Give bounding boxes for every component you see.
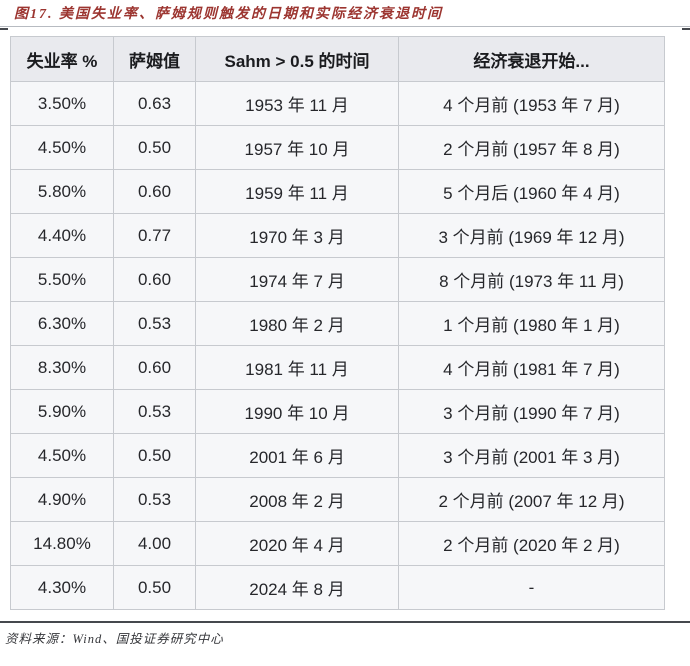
- table-cell: 4 个月前 (1953 年 7 月): [398, 81, 665, 126]
- table-cell: 2001 年 6 月: [195, 433, 399, 478]
- table-cell: 0.60: [113, 345, 196, 390]
- table-cell: 5.80%: [10, 169, 114, 214]
- table-cell: 4.30%: [10, 565, 114, 610]
- header-cell: 失业率 %: [10, 36, 114, 82]
- table-cell: 1959 年 11 月: [195, 169, 399, 214]
- table-cell: 4 个月前 (1981 年 7 月): [398, 345, 665, 390]
- title-rule: [0, 26, 690, 27]
- table-cell: 1990 年 10 月: [195, 389, 399, 434]
- table-cell: 5 个月后 (1960 年 4 月): [398, 169, 665, 214]
- table-cell: 2024 年 8 月: [195, 565, 399, 610]
- table-cell: 4.90%: [10, 477, 114, 522]
- data-table: 失业率 % 萨姆值 Sahm > 0.5 的时间 经济衰退开始... 3.50% 0.6…: [10, 36, 665, 610]
- table-cell: 3.50%: [10, 81, 114, 126]
- table-cell: 1970 年 3 月: [195, 213, 399, 258]
- table-cell: 1980 年 2 月: [195, 301, 399, 346]
- table-cell: -: [398, 565, 665, 610]
- table-cell: 1957 年 10 月: [195, 125, 399, 170]
- table-cell: 0.60: [113, 169, 196, 214]
- table-cell: 4.40%: [10, 213, 114, 258]
- table-cell: 2 个月前 (2020 年 2 月): [398, 521, 665, 566]
- table-cell: 0.60: [113, 257, 196, 302]
- table-cell: 0.53: [113, 301, 196, 346]
- table-cell: 1953 年 11 月: [195, 81, 399, 126]
- table-cell: 0.50: [113, 565, 196, 610]
- table-cell: 14.80%: [10, 521, 114, 566]
- table-cell: 3 个月前 (1969 年 12 月): [398, 213, 665, 258]
- header-cell: 经济衰退开始...: [398, 36, 665, 82]
- table-cell: 1981 年 11 月: [195, 345, 399, 390]
- table-cell: 0.53: [113, 389, 196, 434]
- table-cell: 5.50%: [10, 257, 114, 302]
- table-row: 4.30% 0.50 2024 年 8 月-: [10, 565, 665, 610]
- table-cell: 3 个月前 (2001 年 3 月): [398, 433, 665, 478]
- table-header-row: 失业率 % 萨姆值 Sahm > 0.5 的时间 经济衰退开始...: [10, 36, 665, 82]
- header-cell: Sahm > 0.5 的时间: [195, 36, 399, 82]
- table-cell: 0.50: [113, 433, 196, 478]
- table-cell: 4.00: [113, 521, 196, 566]
- table-cell: 1974 年 7 月: [195, 257, 399, 302]
- figure-title: 图17. 美国失业率、萨姆规则触发的日期和实际经济衰退时间: [14, 7, 443, 22]
- table-cell: 5.90%: [10, 389, 114, 434]
- table-cell: 2 个月前 (1957 年 8 月): [398, 125, 665, 170]
- table-cell: 4.50%: [10, 433, 114, 478]
- table-cell: 0.77: [113, 213, 196, 258]
- table-cell: 6.30%: [10, 301, 114, 346]
- source-note: 资料来源：Wind、国投证券研究中心: [5, 632, 224, 646]
- table-cell: 0.50: [113, 125, 196, 170]
- right-edge-tick: [682, 28, 690, 30]
- table-cell: 8.30%: [10, 345, 114, 390]
- table-cell: 8 个月前 (1973 年 11 月): [398, 257, 665, 302]
- header-cell: 萨姆值: [113, 36, 196, 82]
- table-cell: 1 个月前 (1980 年 1 月): [398, 301, 665, 346]
- table-cell: 3 个月前 (1990 年 7 月): [398, 389, 665, 434]
- footer-rule: [0, 621, 690, 623]
- left-edge-tick: [0, 28, 8, 30]
- table-cell: 0.63: [113, 81, 196, 126]
- table-cell: 0.53: [113, 477, 196, 522]
- table-cell: 2 个月前 (2007 年 12 月): [398, 477, 665, 522]
- table-cell: 2020 年 4 月: [195, 521, 399, 566]
- table-cell: 4.50%: [10, 125, 114, 170]
- table-cell: 2008 年 2 月: [195, 477, 399, 522]
